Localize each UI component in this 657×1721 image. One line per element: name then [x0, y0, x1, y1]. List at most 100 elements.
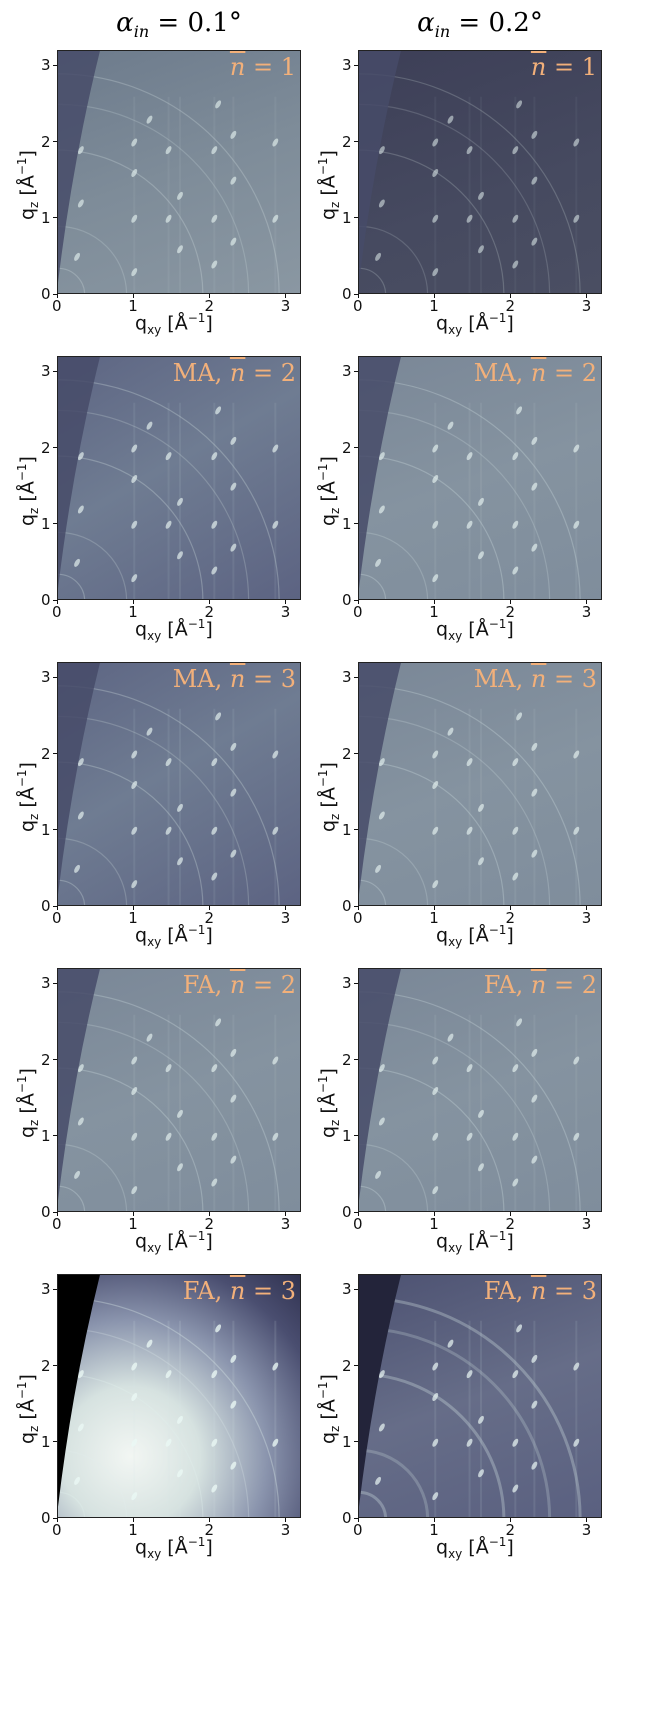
diffraction-spot	[272, 1132, 279, 1141]
diffraction-spot	[512, 758, 519, 767]
x-tick-label: 3	[280, 1215, 291, 1233]
diffraction-spot	[230, 1094, 237, 1103]
diffraction-spot	[211, 146, 218, 155]
debye-ring	[58, 837, 128, 905]
debye-ring	[359, 225, 429, 293]
y-tick-label: 3	[342, 362, 352, 381]
diffraction-spot	[531, 1048, 538, 1057]
x-tick-mark	[586, 1212, 588, 1216]
y-tick-mark	[53, 1441, 57, 1443]
x-tick-label: 2	[204, 1215, 215, 1233]
y-tick-mark	[354, 64, 358, 66]
x-tick-mark	[510, 1212, 511, 1216]
diffraction-spot	[466, 146, 473, 155]
diffraction-spot	[230, 1354, 237, 1363]
y-tick-mark	[53, 64, 57, 66]
column-title-2: αin = 0.2°	[417, 8, 543, 42]
diffraction-spot	[447, 1033, 454, 1042]
debye-ring	[359, 1448, 430, 1517]
y-tick-mark	[354, 676, 358, 678]
diffraction-spot	[466, 1132, 473, 1141]
y-tick-label: 3	[342, 1280, 352, 1299]
debye-ring	[58, 103, 250, 293]
diffraction-spot	[512, 146, 519, 155]
diffraction-spot	[531, 436, 538, 445]
debye-ring	[359, 455, 505, 599]
diffraction-spot	[165, 452, 172, 461]
diffraction-spot	[432, 880, 439, 889]
column-title-1: αin = 0.1°	[116, 8, 242, 42]
x-tick-label: 0	[353, 1521, 363, 1539]
y-tick-label: 2	[342, 132, 352, 151]
y-tick-label: 3	[342, 668, 352, 687]
x-tick-label: 0	[52, 1521, 62, 1539]
diffraction-spot	[77, 1370, 84, 1379]
diffraction-spot	[375, 1476, 382, 1485]
diffraction-spot	[165, 1064, 172, 1073]
x-tick-label: 1	[128, 1521, 138, 1539]
diffraction-spot	[272, 444, 279, 453]
y-tick-label: 3	[41, 362, 51, 381]
diffraction-spot	[432, 168, 439, 178]
x-axis-label: qxy [Å−1]	[135, 923, 213, 950]
diffraction-spot	[447, 727, 454, 736]
diffraction-spot	[74, 1170, 81, 1179]
panel-label: FA, n = 3	[182, 1277, 296, 1305]
y-axis-label: qz [Å−1]	[15, 1374, 42, 1444]
debye-ring	[58, 1491, 86, 1517]
diffraction-spot	[146, 727, 153, 736]
x-tick-mark	[510, 600, 511, 604]
x-tick-mark	[510, 1518, 511, 1522]
diffraction-spot	[573, 520, 580, 529]
debye-ring	[58, 409, 250, 599]
x-tick-mark	[285, 1212, 287, 1216]
diffraction-spot	[432, 780, 439, 790]
y-tick-label: 2	[342, 1050, 352, 1069]
diffraction-spot	[478, 1163, 484, 1172]
diffraction-spot	[478, 1415, 484, 1424]
x-tick-label: 1	[429, 1521, 439, 1539]
debye-ring	[359, 103, 551, 293]
diffraction-spot	[531, 742, 538, 751]
gixd-map-r5c1: FA, n = 3	[57, 1274, 301, 1518]
y-tick-label: 3	[342, 56, 352, 75]
y-tick-label: 1	[41, 1432, 51, 1451]
x-tick-mark	[357, 1518, 359, 1522]
y-tick-label: 2	[41, 438, 51, 457]
x-tick-label: 0	[52, 1215, 62, 1233]
debye-ring	[359, 409, 551, 599]
diffraction-spot	[146, 421, 153, 430]
diffraction-spot	[230, 237, 237, 246]
y-tick-label: 0	[41, 1509, 51, 1527]
diffraction-spot	[447, 421, 454, 430]
diffraction-spot	[573, 750, 580, 759]
panel-label: n = 1	[530, 53, 597, 81]
gixd-map-r2c2: MA, n = 2	[358, 356, 602, 600]
debye-ring	[58, 715, 250, 905]
y-tick-mark	[53, 447, 57, 448]
debye-ring	[359, 267, 387, 293]
x-tick-mark	[510, 294, 511, 298]
y-tick-mark	[53, 982, 57, 984]
diffraction-spot	[512, 1438, 519, 1447]
x-tick-label: 3	[581, 1215, 592, 1233]
diffraction-spot	[131, 750, 138, 759]
y-tick-label: 0	[342, 1509, 352, 1527]
x-axis-label: qxy [Å−1]	[436, 1535, 514, 1562]
diffraction-spot	[131, 1438, 138, 1447]
gixd-map-r2c1: MA, n = 2	[57, 356, 301, 600]
x-tick-mark	[586, 1518, 588, 1522]
y-tick-mark	[354, 141, 358, 142]
x-tick-mark	[285, 294, 287, 298]
diffraction-spot	[378, 199, 385, 208]
debye-ring	[359, 761, 505, 905]
debye-ring	[359, 1067, 505, 1211]
x-tick-label: 0	[52, 909, 62, 927]
scattering-features	[58, 969, 280, 1211]
diffraction-spot	[215, 100, 222, 109]
debye-ring	[359, 1490, 388, 1517]
diffraction-spot	[478, 857, 484, 866]
diffraction-spot	[512, 214, 519, 223]
gixd-map-r1c1: n = 1	[57, 50, 301, 294]
diffraction-spot	[211, 1484, 218, 1493]
